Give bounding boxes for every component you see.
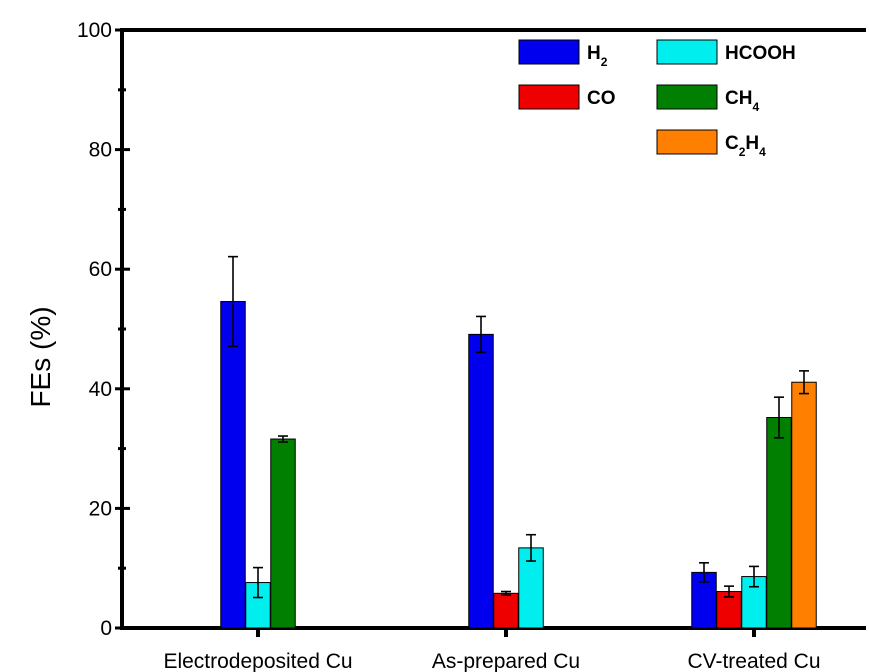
y-tick-label: 0: [100, 617, 112, 640]
bar: [270, 438, 296, 629]
y-axis-label: FEs (%): [25, 306, 56, 407]
bar: [766, 417, 792, 629]
y-tick-label: 20: [89, 497, 112, 520]
legend-swatch: [656, 84, 718, 110]
legend-swatch: [656, 129, 718, 155]
y-tick-label: 100: [77, 19, 112, 42]
legend-label: HCOOH: [725, 43, 796, 64]
bars: [220, 255, 817, 629]
legend-label: CH4: [725, 88, 759, 114]
legend-label: CO: [587, 88, 616, 109]
y-tick-label: 60: [89, 258, 112, 281]
bar: [220, 300, 246, 629]
x-tick-label: Electrodeposited Cu: [163, 650, 352, 672]
y-tick-label: 80: [89, 139, 112, 162]
bar: [493, 592, 519, 629]
x-tick-label: CV-treated Cu: [687, 650, 820, 672]
bar: [791, 381, 817, 629]
legend: H2 HCOOH CO CH4 C2H4: [518, 39, 796, 159]
legend-swatch: [518, 84, 580, 110]
legend-label: C2H4: [725, 133, 766, 159]
legend-swatch: [518, 39, 580, 65]
legend-swatch: [656, 39, 718, 65]
x-tick-label: As-prepared Cu: [432, 650, 580, 672]
bar: [468, 333, 494, 629]
y-tick-label: 40: [89, 378, 112, 401]
legend-label: H2: [587, 43, 608, 69]
